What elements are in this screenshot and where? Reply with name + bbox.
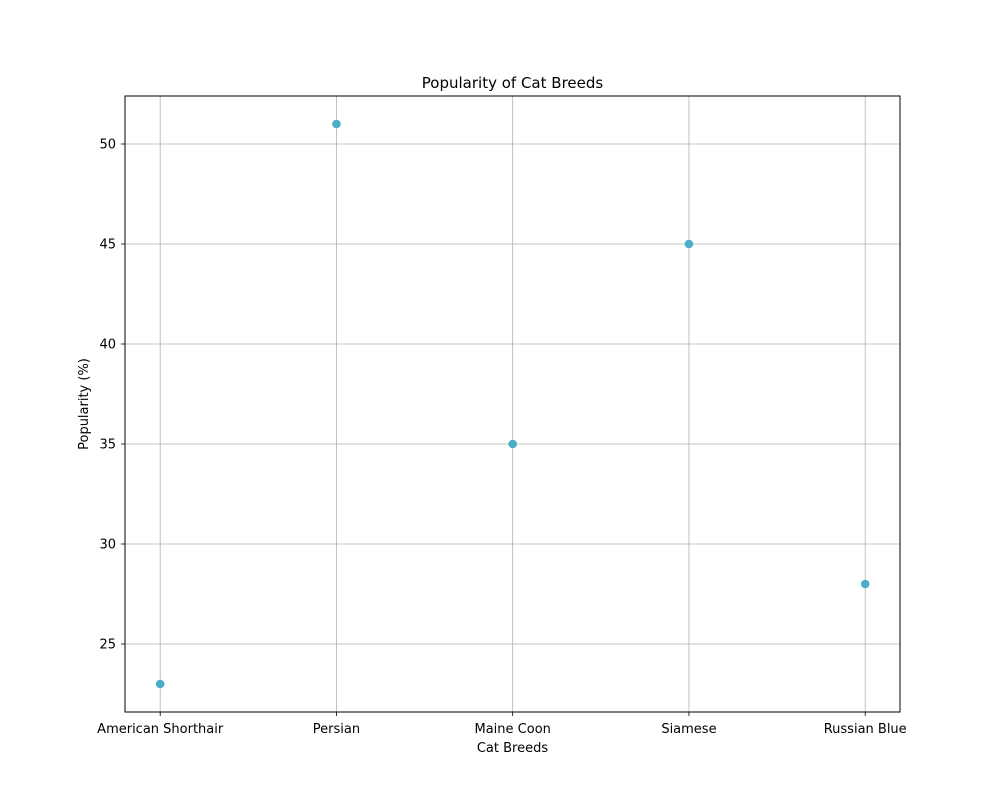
y-axis-label: Popularity (%) bbox=[77, 358, 92, 450]
chart-title: Popularity of Cat Breeds bbox=[422, 74, 604, 92]
data-point bbox=[155, 679, 165, 689]
y-tick-label: 35 bbox=[99, 438, 116, 453]
tick-layer: American Shorthair Persian Maine Coon Siame… bbox=[97, 138, 907, 738]
y-tick-label: 30 bbox=[99, 538, 116, 553]
x-tick-label: American Shorthair bbox=[97, 722, 224, 737]
data-point bbox=[684, 239, 694, 249]
y-tick-label: 50 bbox=[99, 138, 116, 153]
y-tick-label: 40 bbox=[99, 338, 116, 353]
x-tick-label: Maine Coon bbox=[475, 722, 551, 737]
data-point bbox=[332, 119, 341, 129]
x-tick-label: Siamese bbox=[661, 722, 716, 737]
points-layer bbox=[155, 119, 870, 689]
y-tick-label: 45 bbox=[99, 238, 116, 253]
data-point bbox=[508, 439, 517, 449]
x-tick-label: Persian bbox=[313, 722, 360, 737]
y-tick-label: 25 bbox=[99, 638, 116, 653]
data-point bbox=[860, 579, 870, 589]
x-tick-label: Russian Blue bbox=[824, 722, 907, 737]
grid-layer bbox=[125, 96, 900, 712]
x-axis-label: Cat Breeds bbox=[477, 741, 548, 756]
